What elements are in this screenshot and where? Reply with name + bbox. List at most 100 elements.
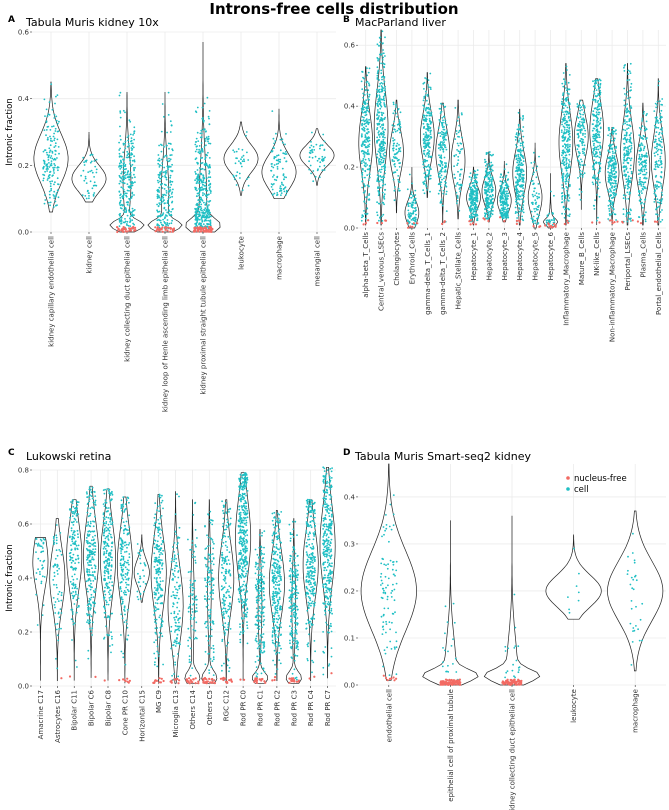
cell-point: [608, 176, 611, 178]
cell-point: [597, 105, 599, 108]
cell-point: [429, 123, 432, 125]
cell-point: [612, 162, 615, 165]
cell-point: [427, 79, 430, 81]
cell-point: [623, 158, 625, 161]
cell-point: [597, 113, 600, 116]
cell-point: [48, 151, 51, 154]
cell-point: [166, 159, 168, 162]
cell-point: [382, 153, 385, 155]
cell-point: [514, 212, 517, 215]
x-tick-label: mesangial cell: [314, 236, 322, 286]
cell-point: [577, 177, 579, 179]
cell-point: [472, 209, 475, 211]
cell-point: [609, 147, 612, 150]
cell-point: [422, 183, 425, 185]
cell-point: [487, 197, 489, 200]
cell-point: [45, 121, 48, 124]
cell-point: [51, 180, 53, 183]
cell-point: [593, 205, 596, 207]
cell-point: [658, 164, 661, 167]
cell-point: [169, 174, 172, 177]
cell-point: [593, 174, 596, 177]
cell-point: [131, 207, 134, 210]
cell-point: [198, 167, 201, 169]
cell-point: [629, 192, 632, 194]
cell-point: [207, 138, 209, 141]
cell-point: [594, 80, 597, 83]
cell-point: [167, 224, 170, 227]
cell-point: [439, 202, 442, 204]
cell-point: [318, 165, 321, 168]
cell-point: [595, 95, 598, 98]
cell-point: [565, 89, 568, 92]
cell-point: [535, 169, 538, 172]
cell-point: [564, 146, 567, 149]
cell-point: [597, 184, 599, 187]
cell-point: [568, 150, 571, 153]
cell-point: [279, 161, 282, 163]
cell-point: [198, 145, 201, 147]
cell-point: [133, 168, 136, 171]
cell-point: [630, 172, 633, 175]
cell-point: [562, 116, 565, 119]
cell-point: [427, 103, 430, 106]
cell-point: [594, 177, 596, 180]
cell-point: [579, 140, 582, 142]
cell-point: [411, 182, 413, 185]
cell-point: [596, 128, 599, 131]
cell-point: [614, 166, 617, 169]
cell-point: [279, 189, 282, 192]
nucleus-free-point: [544, 224, 547, 227]
cell-point: [641, 214, 644, 217]
cell-point: [167, 186, 170, 188]
cell-point: [583, 111, 585, 114]
cell-point: [120, 166, 123, 169]
cell-point: [576, 129, 579, 132]
cell-point: [52, 194, 55, 196]
cell-point: [629, 89, 631, 92]
cell-point: [57, 169, 59, 172]
cell-point: [522, 179, 525, 182]
cell-point: [521, 215, 523, 218]
cell-point: [46, 170, 48, 172]
cell-point: [645, 168, 648, 171]
cell-point: [83, 164, 86, 166]
cell-point: [427, 156, 430, 158]
cell-point: [641, 118, 644, 120]
cell-point: [205, 136, 208, 139]
cell-point: [659, 211, 662, 213]
cell-point: [167, 165, 170, 168]
cell-point: [536, 213, 539, 216]
cell-point: [56, 94, 59, 96]
cell-point: [120, 222, 122, 225]
violin-group: [49, 518, 66, 681]
cell-point: [565, 113, 568, 116]
cell-point: [376, 118, 379, 121]
cell-point: [609, 178, 612, 181]
cell-point: [363, 111, 366, 113]
cell-point: [518, 178, 521, 181]
cell-point: [427, 149, 429, 151]
cell-point: [53, 132, 55, 135]
cell-point: [516, 217, 518, 219]
cell-point: [52, 535, 55, 538]
cell-point: [520, 159, 522, 162]
cell-point: [535, 201, 538, 204]
cell-point: [384, 89, 386, 92]
cell-point: [445, 124, 448, 126]
cell-point: [165, 192, 168, 194]
cell-point: [270, 163, 273, 165]
cell-point: [519, 117, 522, 120]
violin-group: [466, 166, 481, 226]
cell-point: [626, 108, 628, 110]
cell-point: [241, 160, 244, 163]
cell-point: [623, 142, 625, 145]
cell-point: [522, 135, 525, 138]
cell-point: [520, 190, 523, 193]
cell-point: [613, 157, 616, 160]
nucleus-free-point: [161, 226, 164, 229]
panel-title: Lukowski retina: [26, 450, 111, 463]
x-tick-label: Central_venous_LSECs: [378, 232, 386, 311]
cell-point: [535, 203, 537, 205]
nucleus-free-point: [474, 223, 478, 226]
